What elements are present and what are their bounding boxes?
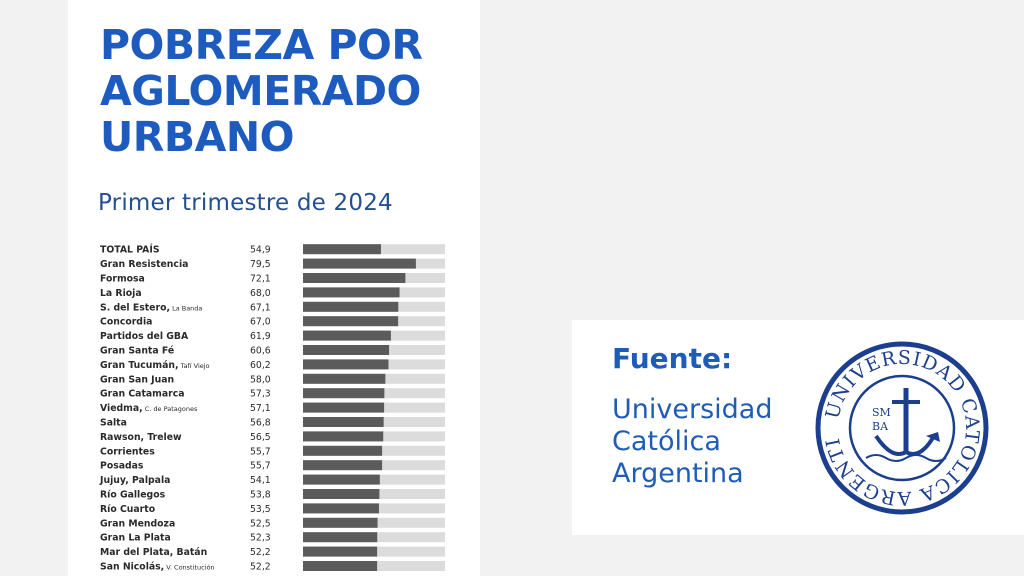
value-label: 67,0 [250,317,271,328]
seal-initials-top: SM [872,406,891,419]
category-label: Viedma, C. de Patagones [100,403,198,414]
bar [303,244,381,255]
category-label: Salta [100,418,127,429]
value-label: 72,1 [250,274,271,285]
category-label: San Nicolás, V. Constitución [100,562,215,573]
title-line: POBREZA POR [100,21,423,69]
category-label: Gran La Plata [100,533,171,544]
value-label: 61,9 [250,331,271,342]
bar [303,287,400,298]
source-name-line: Católica [612,426,721,457]
value-label: 53,5 [250,504,271,515]
category-label: Gran Santa Fé [100,346,174,357]
bar [303,460,383,471]
source-name: Universidad Católica Argentina [612,394,772,490]
seal-waves [865,454,947,462]
category-label: Gran Resistencia [100,259,188,270]
category-label: Gran Mendoza [100,518,175,529]
bar [303,489,380,499]
value-label: 60,6 [250,346,271,357]
value-label: 68,0 [250,288,271,299]
title-line: AGLOMERADO [100,67,421,115]
bar [303,431,384,442]
bar [303,417,384,427]
value-label: 52,2 [250,547,271,558]
value-label: 52,3 [250,533,271,544]
seal-initials-bottom: BA [872,420,889,433]
category-label: Río Gallegos [100,490,166,501]
bar [303,561,378,571]
category-label: Jujuy, Palpala [99,475,170,486]
bar [303,301,399,312]
value-label: 57,3 [250,389,271,400]
value-label: 55,7 [250,461,271,472]
category-label: Corrientes [100,446,155,457]
bar [303,345,390,355]
bar [303,503,379,514]
bar [303,445,383,456]
category-label: Gran Tucumán, Tafí Viejo [100,360,210,371]
bar [303,373,386,384]
value-label: 57,1 [250,403,271,414]
value-label: 60,2 [250,360,271,371]
bar [303,517,378,528]
bar [303,316,399,327]
category-label: La Rioja [100,288,142,299]
chart-subtitle: Primer trimestre de 2024 [98,190,393,216]
value-label: 54,9 [250,245,271,256]
uca-seal-logo: UNIVERSIDAD CATOLICA ARGENTINA SM BA [814,340,989,515]
value-label: 56,8 [250,418,271,429]
source-name-line: Universidad [612,394,773,425]
category-label: TOTAL PAÍS [100,244,160,256]
category-label: S. del Estero, La Banda [100,302,202,313]
bar [303,474,380,485]
value-label: 54,1 [250,475,271,486]
seal-anchor-hook [926,432,940,442]
bar [303,273,406,283]
poverty-bar-chart: TOTAL PAÍS 54,9 Gran Resistencia 79,5 Formos… [99,244,445,573]
category-label: Formosa [100,274,145,285]
bar [303,258,416,269]
value-label: 56,5 [250,432,271,443]
value-label: 67,1 [250,302,271,313]
bar [303,330,391,341]
category-label: Río Cuarto [100,504,155,515]
bar [303,402,385,413]
category-label: Mar del Plata, Batán [100,547,207,558]
value-label: 58,0 [250,374,271,385]
category-label: Posadas [100,461,144,472]
source-label: Fuente: [612,342,733,375]
category-label: Rawson, Trelew [100,432,182,443]
title-line: URBANO [100,113,295,161]
source-name-line: Argentina [612,458,744,489]
bar [303,546,378,557]
bar [303,359,389,370]
category-label: Partidos del GBA [100,331,189,342]
value-label: 52,5 [250,518,271,529]
bar [303,532,378,543]
value-label: 52,2 [250,562,271,573]
seal-anchor-arms [874,434,936,456]
value-label: 53,8 [250,490,271,501]
value-label: 79,5 [250,259,271,270]
value-label: 55,7 [250,446,271,457]
bar [303,388,385,399]
category-label: Gran San Juan [100,374,174,385]
category-label: Concordia [100,317,152,328]
chart-title: POBREZA POR AGLOMERADO URBANO [100,21,423,161]
category-label: Gran Catamarca [100,389,185,400]
